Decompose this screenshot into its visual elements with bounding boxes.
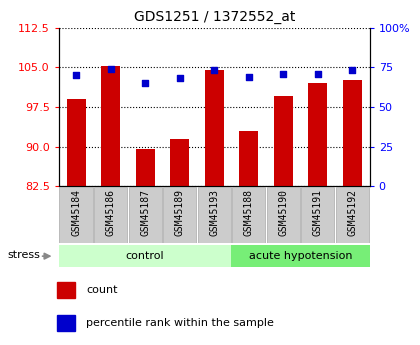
Bar xyxy=(136,149,155,186)
Text: GSM45184: GSM45184 xyxy=(71,189,81,236)
Bar xyxy=(198,187,231,243)
Text: GSM45187: GSM45187 xyxy=(140,189,150,236)
Point xyxy=(73,72,79,78)
Bar xyxy=(267,187,300,243)
Bar xyxy=(232,187,265,243)
Point xyxy=(349,67,356,72)
Bar xyxy=(170,139,189,186)
Bar xyxy=(239,131,258,186)
Text: GSM45190: GSM45190 xyxy=(278,189,288,236)
Text: control: control xyxy=(126,251,165,261)
Bar xyxy=(274,96,293,186)
Text: percentile rank within the sample: percentile rank within the sample xyxy=(87,317,274,327)
Bar xyxy=(101,66,120,186)
Bar xyxy=(129,187,162,243)
Bar xyxy=(163,187,196,243)
Bar xyxy=(205,70,224,186)
Point xyxy=(211,67,218,72)
Bar xyxy=(343,80,362,186)
Bar xyxy=(94,187,127,243)
Point xyxy=(176,76,183,81)
Bar xyxy=(336,187,369,243)
Bar xyxy=(57,315,75,331)
Point xyxy=(245,74,252,80)
Text: GSM45188: GSM45188 xyxy=(244,189,254,236)
Bar xyxy=(308,83,327,186)
Bar xyxy=(59,245,231,267)
Text: acute hypotension: acute hypotension xyxy=(249,251,352,261)
Text: GSM45193: GSM45193 xyxy=(209,189,219,236)
Bar xyxy=(301,187,334,243)
Title: GDS1251 / 1372552_at: GDS1251 / 1372552_at xyxy=(134,10,295,24)
Bar xyxy=(57,282,75,298)
Text: GSM45186: GSM45186 xyxy=(105,189,116,236)
Text: GSM45189: GSM45189 xyxy=(175,189,185,236)
Point xyxy=(142,80,149,86)
Text: GSM45192: GSM45192 xyxy=(347,189,357,236)
Point xyxy=(107,66,114,72)
Text: GSM45191: GSM45191 xyxy=(313,189,323,236)
Text: count: count xyxy=(87,285,118,295)
Point xyxy=(280,72,286,77)
Bar xyxy=(66,99,86,186)
Bar xyxy=(60,187,93,243)
Text: stress: stress xyxy=(7,250,40,260)
Point xyxy=(315,71,321,76)
Bar xyxy=(231,245,370,267)
